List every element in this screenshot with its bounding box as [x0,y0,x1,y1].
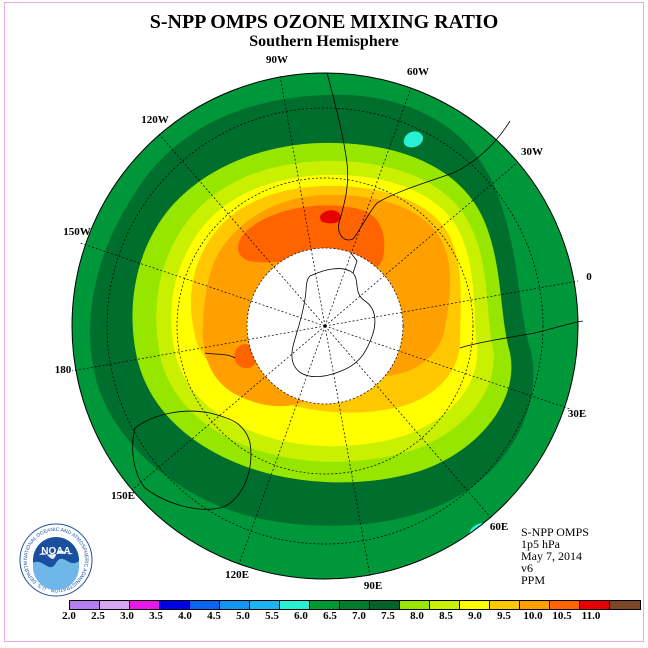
info-version: v6 [521,561,533,575]
south-america-coastline [326,72,511,241]
color-scale-cell [340,601,370,609]
lon-label-60w: 60W [407,66,429,78]
new-zealand-coastline [204,352,236,359]
plot-title: S-NPP OMPS OZONE MIXING RATIO [149,11,499,33]
noaa-logo-text: NOAA [41,546,70,557]
lon-label-60e: 60E [490,521,508,533]
lon-label-30e: 30E [568,408,586,420]
color-scale-tick-label: 7.5 [381,610,395,622]
plot-subtitle: Southern Hemisphere [249,33,399,50]
color-scale-tick-label: 8.0 [410,610,424,622]
color-scale-cell [100,601,130,609]
antarctic-peninsula [350,252,358,274]
color-scale-ticks: 2.0 2.5 3.0 3.5 4.0 4.5 5.0 5.5 6.0 6.5 7.0 7.5 8.0 8… [62,610,600,624]
lon-label-150e: 150E [111,490,135,502]
color-scale-cell [430,601,460,609]
plot-page: S-NPP OMPS OZONE MIXING RATIO Southern H… [4,2,644,642]
color-scale-cell [370,601,400,609]
lon-label-120w: 120W [141,114,169,126]
coastlines [132,72,584,510]
color-scale-tick-label: 3.5 [149,610,163,622]
color-scale-cell [520,601,550,609]
lon-label-30w: 30W [521,146,543,158]
color-scale-tick-label: 8.5 [439,610,453,622]
lon-label-90e: 90E [364,580,382,592]
meridian-180 [71,325,326,372]
color-scale-cell [130,601,160,609]
color-scale-cell [250,601,280,609]
color-scale-tick-label: 2.5 [91,610,105,622]
color-scale-tick-label: 10.0 [523,610,543,622]
color-scale-cell [220,601,250,609]
color-scale-cell [160,601,190,609]
color-scale-cell [580,601,610,609]
color-scale-tick-label: 4.0 [178,610,192,622]
color-scale-tick-label: 10.5 [552,610,572,622]
meridian-150w [79,242,326,327]
lon-label-120e: 120E [225,569,249,581]
lon-label-180: 180 [55,364,72,376]
color-scale-tick-label: 5.5 [265,610,279,622]
color-scale-tick-label: 9.5 [497,610,511,622]
color-scale-cell [550,601,580,609]
color-scale-cell [190,601,220,609]
color-scale-tick-label: 7.0 [352,610,366,622]
meridian-30e [324,325,571,410]
color-scale-cell [280,601,310,609]
lon-label-90w: 90W [266,54,288,66]
contour-red-spot [320,210,342,224]
info-pressure: 1p5 hPa [521,537,560,551]
meridian-0 [324,280,579,327]
info-block: S-NPP OMPS 1p5 hPa May 7, 2014 v6 PPM [521,526,589,586]
color-scale-tick-label: 4.5 [207,610,221,622]
color-scale-cell [610,601,640,609]
color-scale-tick-label: 3.0 [120,610,134,622]
info-units: PPM [521,573,546,587]
africa-coastline [459,320,584,349]
color-scale-bar [69,600,641,610]
lon-label-150w: 150W [63,226,91,238]
map-boundary [71,72,579,580]
color-scale-cell [310,601,340,609]
polar-map: 90W 60W 30W 120W 150W 0 180 30E 150E 60E… [55,54,593,592]
contour-cyan-60w [403,131,424,148]
color-scale-tick-label: 2.0 [62,610,76,622]
color-scale-cell [460,601,490,609]
color-scale-cell [490,601,520,609]
color-scale-tick-label: 6.0 [294,610,308,622]
color-scale-cell [400,601,430,609]
lon-label-0: 0 [586,271,592,283]
color-scale-cell [70,601,100,609]
color-scale-tick-label: 5.0 [236,610,250,622]
color-scale-tick-label: 11.0 [581,610,601,622]
info-date: May 7, 2014 [521,549,582,563]
info-instrument: S-NPP OMPS [521,525,589,539]
antarctica-coastline [291,268,376,377]
color-scale-tick-label: 9.0 [468,610,482,622]
graticule [71,75,579,577]
color-scale-tick-label: 6.5 [323,610,337,622]
noaa-logo: NATIONAL OCEANIC AND ATMOSPHERIC ADMINIS… [19,523,93,597]
